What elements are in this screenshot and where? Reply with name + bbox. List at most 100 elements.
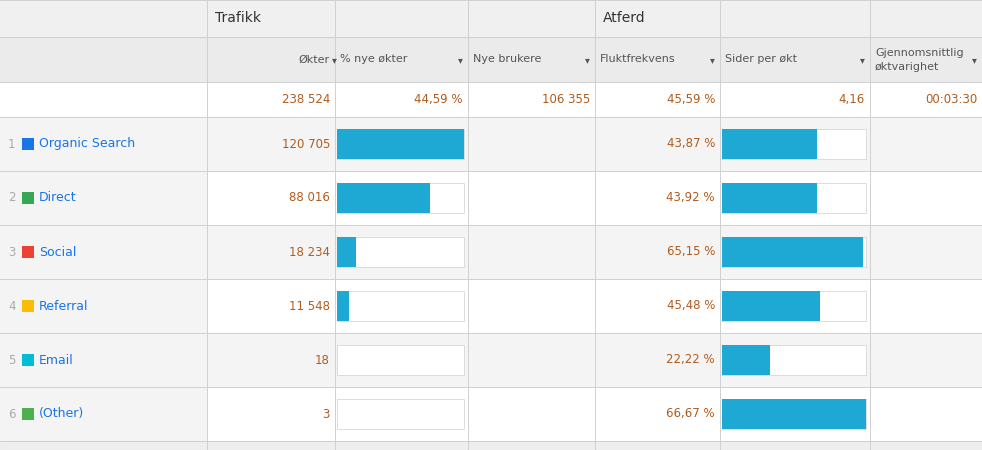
Bar [720, 225, 870, 279]
Bar [722, 345, 770, 375]
Bar [0, 117, 207, 171]
Text: Gjennomsnittlig: Gjennomsnittlig [875, 48, 963, 58]
Bar [0, 333, 207, 387]
Text: Referral: Referral [39, 300, 88, 312]
Text: 3: 3 [323, 408, 330, 420]
Bar [720, 279, 870, 333]
Text: % nye økter: % nye økter [340, 54, 408, 64]
Bar [0, 0, 982, 37]
Bar [337, 237, 464, 267]
Text: 238 524: 238 524 [282, 93, 330, 106]
Text: 4: 4 [8, 300, 16, 312]
Text: Sider per økt: Sider per økt [725, 54, 797, 64]
Bar [720, 387, 870, 441]
Text: Email: Email [39, 354, 74, 366]
Text: 4,16: 4,16 [839, 93, 865, 106]
Bar [722, 399, 866, 429]
Bar [722, 129, 817, 159]
Text: 18: 18 [315, 354, 330, 366]
Text: 6: 6 [8, 408, 16, 420]
Text: Nye brukere: Nye brukere [473, 54, 541, 64]
Bar [0, 225, 207, 279]
Text: ▾: ▾ [972, 55, 977, 66]
Bar [722, 129, 866, 159]
Bar [720, 117, 870, 171]
Bar [722, 345, 866, 375]
Text: 120 705: 120 705 [282, 138, 330, 150]
Text: 1: 1 [8, 138, 16, 150]
Text: 5: 5 [8, 354, 16, 366]
Bar [207, 117, 982, 171]
Bar [22, 138, 34, 150]
Bar [337, 345, 464, 375]
Bar [335, 387, 468, 441]
Bar [722, 237, 866, 267]
Bar [22, 300, 34, 312]
Bar [722, 183, 866, 213]
Text: 3: 3 [8, 246, 16, 258]
Text: Direct: Direct [39, 192, 77, 204]
Bar [722, 291, 820, 321]
Bar [335, 333, 468, 387]
Text: Atferd: Atferd [603, 11, 645, 25]
Text: Trafikk: Trafikk [215, 11, 261, 25]
Bar [0, 387, 207, 441]
Text: ▾: ▾ [710, 55, 715, 66]
Text: ▾: ▾ [585, 55, 590, 66]
Text: (Other): (Other) [39, 408, 84, 420]
Bar [720, 333, 870, 387]
Text: 2: 2 [8, 192, 16, 204]
Bar [0, 82, 982, 117]
Text: ▾: ▾ [332, 55, 337, 66]
Bar [335, 117, 468, 171]
Bar [22, 408, 34, 420]
Bar [207, 171, 982, 225]
Text: 00:03:30: 00:03:30 [925, 93, 977, 106]
Bar [722, 183, 817, 213]
Text: 65,15 %: 65,15 % [667, 246, 715, 258]
Bar [0, 171, 207, 225]
Text: Fluktfrekvens: Fluktfrekvens [600, 54, 676, 64]
Bar [722, 291, 866, 321]
Bar [337, 291, 464, 321]
Bar [337, 129, 464, 159]
Bar [337, 399, 464, 429]
Bar [335, 171, 468, 225]
Bar [720, 171, 870, 225]
Bar [207, 333, 982, 387]
Text: 43,92 %: 43,92 % [667, 192, 715, 204]
Text: 22,22 %: 22,22 % [667, 354, 715, 366]
Text: Økter: Økter [299, 54, 330, 64]
Text: 45,59 %: 45,59 % [667, 93, 715, 106]
Text: Social: Social [39, 246, 77, 258]
Bar [22, 354, 34, 366]
Text: 66,67 %: 66,67 % [667, 408, 715, 420]
Bar [22, 246, 34, 258]
Bar [207, 279, 982, 333]
Bar [0, 279, 207, 333]
Text: 11 548: 11 548 [289, 300, 330, 312]
Text: 44,59 %: 44,59 % [414, 93, 463, 106]
Text: 45,48 %: 45,48 % [667, 300, 715, 312]
Bar [337, 237, 356, 267]
Bar [337, 183, 464, 213]
Bar [335, 225, 468, 279]
Bar [0, 37, 982, 82]
Bar [337, 129, 464, 159]
Text: 18 234: 18 234 [289, 246, 330, 258]
Bar [722, 399, 866, 429]
Bar [337, 291, 350, 321]
Bar [722, 237, 863, 267]
Bar [207, 387, 982, 441]
Text: øktvarighet: øktvarighet [875, 62, 940, 72]
Text: Organic Search: Organic Search [39, 138, 136, 150]
Bar [335, 279, 468, 333]
Bar [22, 192, 34, 204]
Text: 88 016: 88 016 [289, 192, 330, 204]
Text: 43,87 %: 43,87 % [667, 138, 715, 150]
Text: ▾: ▾ [459, 55, 463, 66]
Bar [207, 225, 982, 279]
Text: 106 355: 106 355 [542, 93, 590, 106]
Text: ▾: ▾ [860, 55, 865, 66]
Bar [337, 183, 429, 213]
